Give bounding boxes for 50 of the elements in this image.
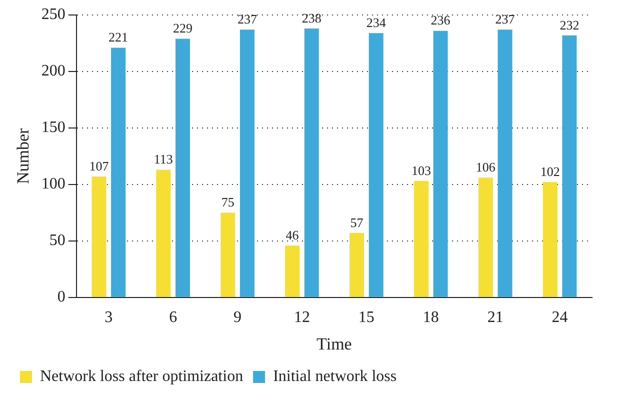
data-label: 232 bbox=[560, 17, 580, 32]
bar bbox=[562, 35, 577, 297]
x-tick-label: 3 bbox=[104, 309, 113, 326]
bar bbox=[240, 30, 254, 297]
x-tick-label: 21 bbox=[487, 309, 504, 326]
legend-label: Initial network loss bbox=[273, 368, 397, 386]
data-label: 103 bbox=[411, 162, 431, 178]
data-label: 236 bbox=[430, 12, 451, 28]
y-axis-title: Number bbox=[14, 128, 33, 184]
bar bbox=[350, 233, 364, 297]
bar bbox=[111, 48, 126, 297]
data-label: 113 bbox=[154, 152, 173, 167]
x-tick-label: 6 bbox=[169, 309, 178, 326]
bar bbox=[414, 181, 428, 297]
data-label: 107 bbox=[89, 158, 110, 174]
data-label: 237 bbox=[495, 12, 516, 27]
x-tick-label: 9 bbox=[234, 309, 242, 326]
bar bbox=[478, 178, 493, 297]
bar bbox=[220, 212, 236, 297]
bar bbox=[285, 245, 300, 297]
y-tick-label: 250 bbox=[41, 6, 66, 24]
y-tick-label: 100 bbox=[41, 176, 66, 193]
x-tick-label: 24 bbox=[552, 309, 568, 326]
bar bbox=[304, 28, 319, 297]
data-label: 106 bbox=[476, 160, 496, 175]
bar bbox=[542, 182, 558, 297]
x-tick-label: 12 bbox=[294, 309, 310, 326]
bar bbox=[368, 33, 384, 297]
data-label: 57 bbox=[350, 214, 364, 230]
bar bbox=[92, 176, 106, 297]
y-tick-label: 50 bbox=[49, 232, 66, 250]
data-label: 238 bbox=[302, 10, 322, 26]
data-label: 237 bbox=[237, 12, 258, 27]
bar bbox=[156, 170, 171, 297]
data-label: 102 bbox=[540, 164, 560, 180]
y-tick-label: 0 bbox=[57, 288, 66, 306]
x-tick-label: 15 bbox=[358, 309, 374, 326]
y-tick-label: 200 bbox=[41, 62, 66, 80]
data-label: 221 bbox=[108, 30, 128, 45]
data-label: 75 bbox=[221, 194, 234, 210]
bar bbox=[498, 30, 512, 297]
x-axis-title: Time bbox=[316, 334, 352, 354]
y-tick-label: 150 bbox=[41, 119, 66, 136]
bar bbox=[175, 38, 190, 297]
bar bbox=[433, 30, 448, 297]
data-label: 46 bbox=[286, 227, 300, 242]
data-label: 229 bbox=[172, 20, 192, 36]
legend-label: Network loss after optimization bbox=[40, 368, 244, 386]
data-label: 234 bbox=[366, 14, 386, 30]
x-tick-label: 18 bbox=[422, 309, 439, 326]
